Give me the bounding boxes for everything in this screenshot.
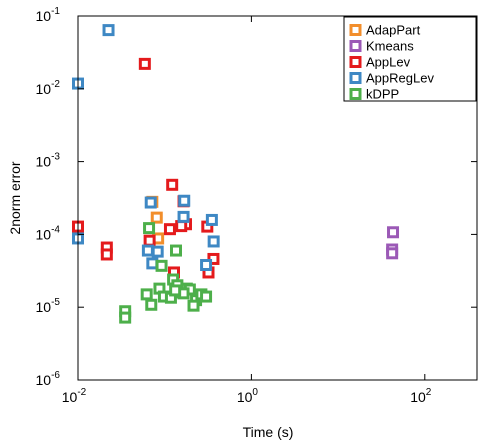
legend-label-kdpp: kDPP xyxy=(366,87,399,102)
legend-swatch-appreglev xyxy=(349,72,362,84)
y-tick-label: 10-5 xyxy=(36,297,61,315)
y-tick-label: 10-1 xyxy=(36,6,61,24)
data-point-applev xyxy=(175,220,188,233)
y-tick-label: 10-2 xyxy=(36,79,61,97)
plot-frame xyxy=(77,15,478,381)
data-point-appreglev xyxy=(151,245,164,258)
data-point-appreglev xyxy=(146,257,159,270)
y-axis-label: 2norm error xyxy=(7,161,23,234)
data-point-appreglev xyxy=(207,235,220,248)
data-point-kdpp xyxy=(145,298,158,311)
data-point-appreglev xyxy=(178,194,191,207)
data-point-applev xyxy=(138,57,151,70)
data-point-kdpp xyxy=(140,288,153,301)
data-point-applev xyxy=(100,248,113,261)
data-point-applev xyxy=(143,234,156,247)
data-point-applev xyxy=(207,252,220,265)
legend-label-applev: AppLev xyxy=(366,55,411,70)
legend-label-adappart: AdapPart xyxy=(366,23,421,38)
legend-box xyxy=(343,16,477,102)
data-point-kdpp xyxy=(119,311,132,324)
y-tick-label: 10-3 xyxy=(36,152,61,170)
data-point-appreglev xyxy=(141,244,154,257)
data-point-applev xyxy=(166,178,179,191)
legend-swatch-adappart xyxy=(349,24,362,36)
data-point-kdpp xyxy=(187,299,200,312)
x-tick-label: 100 xyxy=(237,387,259,405)
data-point-appreglev xyxy=(205,213,218,226)
y-tick-label: 10-6 xyxy=(36,370,61,388)
data-marks xyxy=(72,24,400,324)
data-point-appreglev xyxy=(200,258,213,271)
data-point-kdpp xyxy=(143,222,156,235)
data-point-adappart xyxy=(150,211,163,224)
data-point-appreglev xyxy=(144,196,157,209)
legend-label-appreglev: AppRegLev xyxy=(366,71,434,86)
data-point-kdpp xyxy=(155,259,168,272)
x-tick-label: 102 xyxy=(410,387,432,405)
data-point-kmeans xyxy=(386,247,399,260)
y-tick-label: 10-4 xyxy=(36,224,61,242)
data-point-appreglev xyxy=(177,210,190,223)
data-point-applev xyxy=(163,223,176,236)
data-point-appreglev xyxy=(102,24,115,37)
legend-label-kmeans: Kmeans xyxy=(366,39,414,54)
data-point-kdpp xyxy=(170,244,183,257)
legend-swatch-kmeans xyxy=(349,40,362,52)
legend-swatch-kdpp xyxy=(349,88,362,100)
data-point-kmeans xyxy=(387,226,400,239)
data-point-kdpp xyxy=(200,290,213,303)
data-point-kdpp xyxy=(169,284,182,297)
x-tick-label: 10-2 xyxy=(62,387,87,405)
legend-swatch-applev xyxy=(349,56,362,68)
x-axis-label: Time (s) xyxy=(243,424,294,440)
